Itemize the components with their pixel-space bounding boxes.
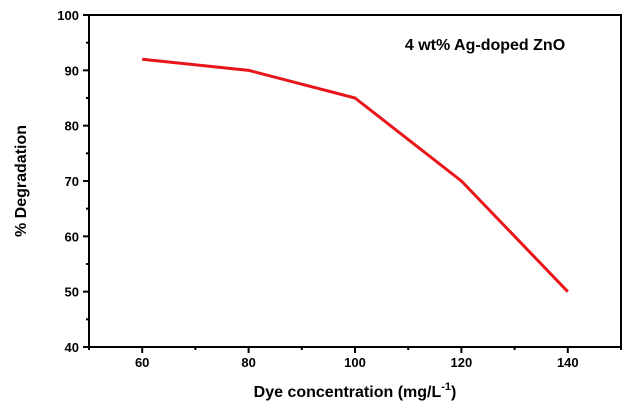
x-tick-label: 120 <box>451 355 473 370</box>
plot-frame <box>88 14 622 348</box>
x-tick-label: 140 <box>557 355 579 370</box>
x-tick-label: 60 <box>135 355 149 370</box>
x-axis-title: Dye concentration (mg/L-1) <box>254 381 457 401</box>
x-tick-label: 80 <box>241 355 255 370</box>
series-group <box>142 57 569 293</box>
y-tick-label: 100 <box>57 8 79 23</box>
x-axis-title-main: Dye concentration (mg/L <box>254 384 442 401</box>
y-tick-label: 90 <box>65 63 79 78</box>
legend-entry-label: 4 wt% Ag-doped ZnO <box>405 37 565 54</box>
y-tick-label: 50 <box>65 285 79 300</box>
y-tick-label: 40 <box>65 340 79 355</box>
y-tick-label: 70 <box>65 174 79 189</box>
x-axis: 60 80 100 120 140 <box>88 347 622 370</box>
y-tick-label: 60 <box>65 229 79 244</box>
x-axis-title-suffix: ) <box>451 384 456 401</box>
y-axis: 40 50 60 70 80 90 100 <box>57 8 89 355</box>
y-tick-label: 80 <box>65 119 79 134</box>
x-tick-label: 100 <box>344 355 366 370</box>
x-axis-title-superscript: -1 <box>441 381 451 393</box>
y-axis-title: % Degradation <box>13 125 30 237</box>
series-line <box>142 57 569 293</box>
